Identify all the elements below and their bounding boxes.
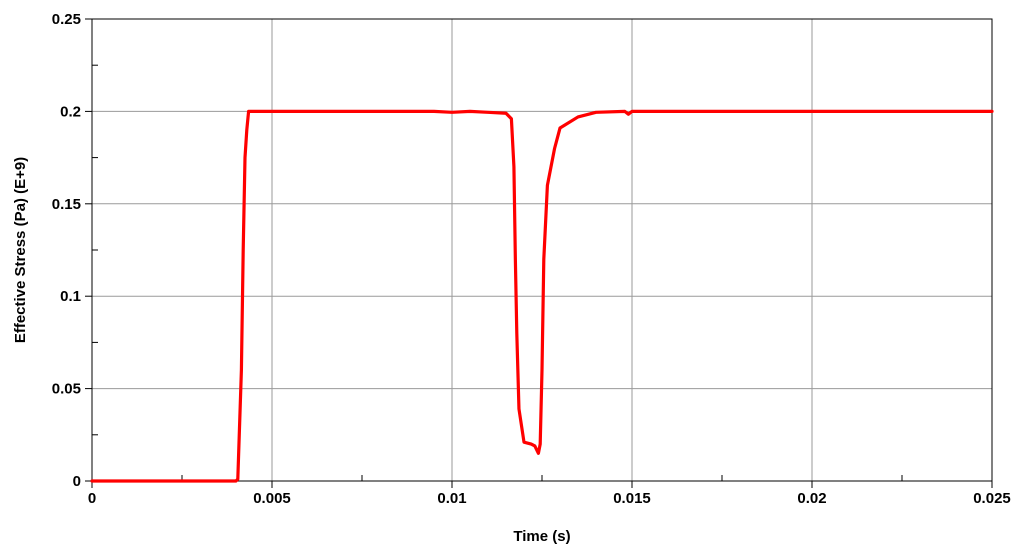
plot-frame — [91, 18, 993, 482]
x-tick-label: 0.025 — [973, 490, 1011, 507]
y-tick-label: 0.1 — [60, 288, 81, 305]
y-tick-label: 0.25 — [52, 11, 81, 28]
y-tick-label: 0.2 — [60, 103, 81, 120]
x-tick-label: 0.02 — [797, 490, 826, 507]
x-tick-label: 0.01 — [437, 490, 466, 507]
axis-ticks — [85, 18, 993, 488]
y-tick-label: 0.05 — [52, 381, 81, 398]
y-tick-label: 0 — [73, 473, 81, 490]
series-line — [90, 109, 994, 483]
tick-labels: 0 0.005 0.01 0.015 0.02 0.025 0 0.05 0.1 0.15 0.2 0… — [52, 11, 1011, 507]
x-tick-label: 0.015 — [613, 490, 651, 507]
x-axis-title: Time (s) — [513, 528, 570, 545]
y-axis-title: Effective Stress (Pa) (E+9) — [12, 157, 29, 343]
x-tick-label: 0.005 — [253, 490, 291, 507]
y-tick-label: 0.15 — [52, 196, 81, 213]
x-tick-label: 0 — [88, 490, 96, 507]
series-layer — [90, 109, 994, 483]
